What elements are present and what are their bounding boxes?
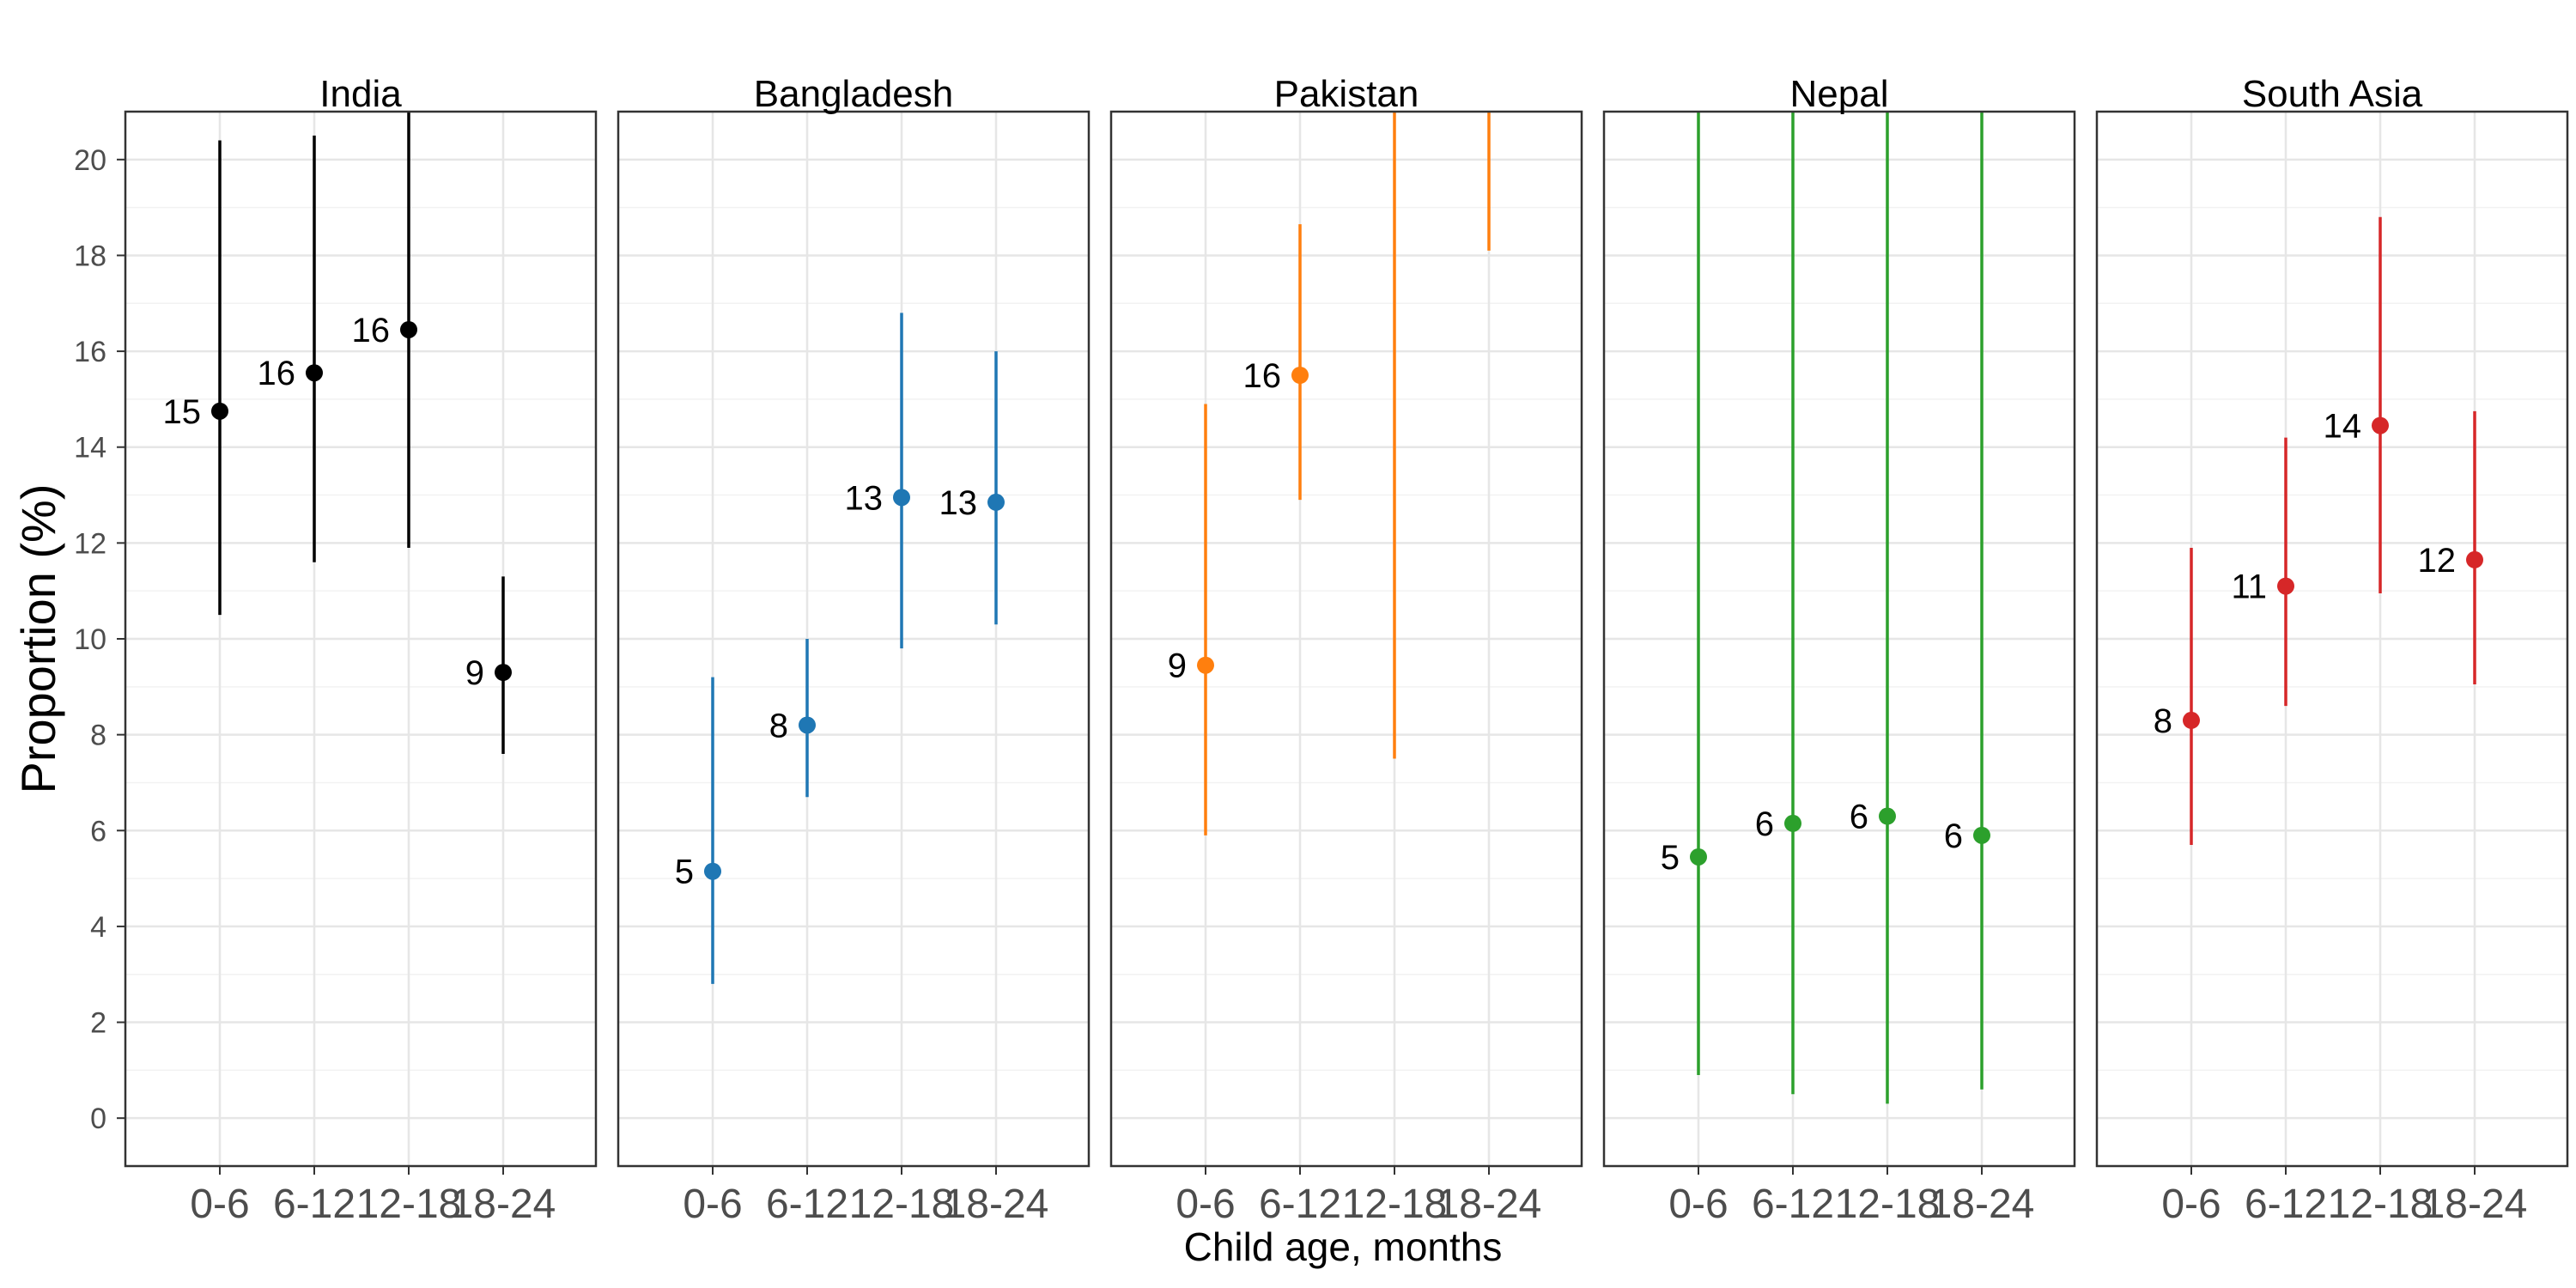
data-point <box>704 862 721 880</box>
data-point <box>1690 848 1707 866</box>
data-point <box>893 489 910 507</box>
y-tick-label: 2 <box>90 1007 106 1040</box>
data-label: 6 <box>1850 799 1868 836</box>
panel-border <box>2095 110 2569 1168</box>
data-point <box>1973 826 1990 844</box>
data-point <box>2372 416 2389 434</box>
x-tick-label: 6-12 <box>766 1182 848 1227</box>
y-tick-label: 10 <box>74 623 106 656</box>
x-tick-label: 18-24 <box>1929 1182 2035 1227</box>
data-label: 5 <box>675 854 694 891</box>
x-tick-label: 12-18 <box>2328 1182 2433 1227</box>
y-axis-title: Proportion (%) <box>11 483 65 793</box>
data-label: 14 <box>2324 408 2362 446</box>
facet-south-asia: 8 0-6 11 6-12 14 12-18 12 18-24 South Asia <box>2095 73 2569 1227</box>
x-tick-label: 12-18 <box>356 1182 462 1227</box>
data-label: 11 <box>2231 568 2267 606</box>
x-tick-label: 6-12 <box>273 1182 355 1227</box>
data-label: 16 <box>1243 357 1282 395</box>
x-tick-label: 12-18 <box>849 1182 955 1227</box>
x-tick-label: 0-6 <box>1176 1182 1235 1227</box>
y-axis: 0 2 4 6 8 10 12 14 16 18 20 <box>74 144 125 1135</box>
y-tick-label: 20 <box>74 144 106 177</box>
data-point <box>2183 711 2200 729</box>
x-tick-label: 18-24 <box>944 1182 1049 1227</box>
facet-bangladesh: 5 0-6 8 6-12 13 12-18 13 18-24 Bangladesh <box>617 73 1091 1227</box>
facet-title: India <box>319 73 402 115</box>
panel-border <box>617 110 1091 1168</box>
data-point <box>1197 656 1214 674</box>
y-tick-label: 18 <box>74 240 106 272</box>
x-tick-label: 0-6 <box>1668 1182 1728 1227</box>
data-label: 16 <box>258 355 296 392</box>
data-point <box>400 320 417 338</box>
data-point <box>987 493 1005 511</box>
x-tick-label: 18-24 <box>2422 1182 2528 1227</box>
y-tick-label: 6 <box>90 815 106 848</box>
x-axis-title: Child age, months <box>1184 1224 1503 1269</box>
x-tick-label: 0-6 <box>683 1182 742 1227</box>
data-point <box>1784 814 1801 832</box>
data-point <box>2466 550 2483 568</box>
x-tick-label: 6-12 <box>1752 1182 1834 1227</box>
data-point <box>1879 807 1896 825</box>
x-tick-label: 18-24 <box>1437 1182 1542 1227</box>
data-label: 5 <box>1661 839 1680 877</box>
panel-border <box>1602 110 2076 1168</box>
y-tick-label: 14 <box>74 432 106 465</box>
facet-title: Pakistan <box>1274 73 1419 115</box>
facet-panels: 15 0-6 16 6-12 16 12-18 9 18-24 India 5 0-6 8 6-12 13… <box>124 73 2569 1227</box>
y-tick-label: 4 <box>90 911 106 944</box>
data-label: 13 <box>939 484 978 522</box>
data-label: 16 <box>352 312 391 349</box>
panel-border <box>1109 110 1583 1168</box>
x-tick-label: 0-6 <box>2161 1182 2221 1227</box>
facet-nepal: 5 0-6 6 6-12 6 12-18 6 18-24 Nepal <box>1602 73 2076 1227</box>
x-tick-label: 0-6 <box>190 1182 249 1227</box>
facet-title: Nepal <box>1790 73 1889 115</box>
facet-india: 15 0-6 16 6-12 16 12-18 9 18-24 India <box>124 73 598 1227</box>
data-label: 12 <box>2418 542 2457 580</box>
x-tick-label: 6-12 <box>1259 1182 1341 1227</box>
y-tick-label: 12 <box>74 527 106 560</box>
data-point <box>799 716 816 734</box>
facet-title: South Asia <box>2242 73 2423 115</box>
facet-title: Bangladesh <box>754 73 953 115</box>
data-point <box>2277 577 2294 595</box>
y-tick-label: 16 <box>74 336 106 368</box>
data-label: 6 <box>1944 817 1963 855</box>
x-tick-label: 12-18 <box>1835 1182 1941 1227</box>
data-label: 6 <box>1755 805 1774 843</box>
data-point <box>1291 367 1309 384</box>
data-label: 8 <box>2154 702 2172 740</box>
data-label: 9 <box>1168 647 1187 685</box>
data-point <box>495 664 512 682</box>
y-tick-label: 8 <box>90 720 106 752</box>
x-tick-label: 6-12 <box>2245 1182 2327 1227</box>
data-point <box>306 364 323 382</box>
data-label: 13 <box>845 479 884 517</box>
y-tick-label: 0 <box>90 1103 106 1135</box>
x-tick-label: 12-18 <box>1342 1182 1448 1227</box>
x-tick-label: 18-24 <box>451 1182 556 1227</box>
data-label: 15 <box>163 393 202 431</box>
data-point <box>211 402 228 420</box>
data-label: 9 <box>465 654 484 692</box>
data-label: 8 <box>769 707 788 744</box>
